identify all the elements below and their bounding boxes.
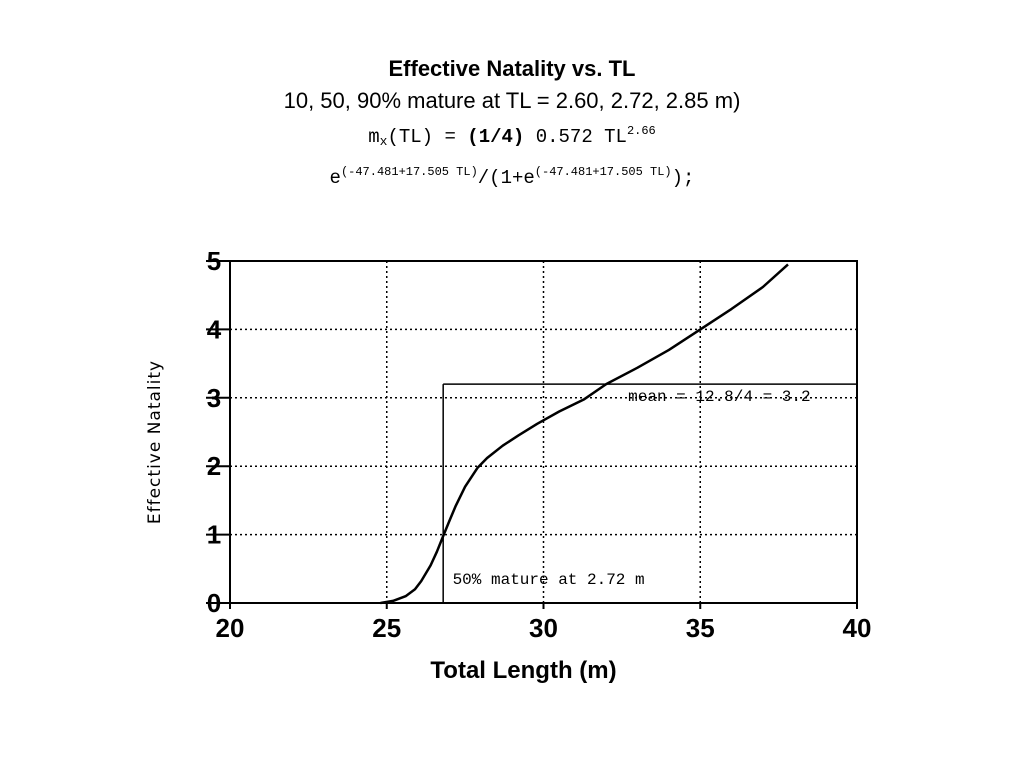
x-tick-label: 30 [529, 613, 558, 643]
y-tick-label: 0 [207, 588, 221, 618]
formula-bold-fraction: (1/4) [467, 126, 525, 148]
natality-curve [380, 263, 789, 605]
formula-coef: 0.572 TL [524, 126, 627, 148]
chart-annotation: mean = 12.8/4 = 3.2 [628, 388, 810, 406]
formula-exp2: (-47.481+17.505 TL) [534, 165, 672, 179]
formula-e1: e [329, 167, 341, 189]
formula-line-2: e(-47.481+17.505 TL)/(1+e(-47.481+17.505… [0, 157, 1024, 193]
x-tick-label: 25 [372, 613, 401, 643]
formula-mid: /(1+e [477, 167, 535, 189]
y-axis-label: Effective Natality [145, 360, 165, 524]
formula-line-1: mx(TL) = (1/4) 0.572 TL2.66 [0, 116, 1024, 157]
y-tick-label: 1 [207, 520, 221, 550]
chart-title-block: Effective Natality vs. TL 10, 50, 90% ma… [0, 52, 1024, 193]
x-axis-label: Total Length (m) [430, 657, 616, 684]
x-tick-label: 40 [843, 613, 872, 643]
y-tick-label: 2 [207, 451, 221, 481]
formula-exp1: (-47.481+17.505 TL) [340, 165, 478, 179]
y-tick-label: 3 [207, 383, 221, 413]
chart-annotation: 50% mature at 2.72 m [453, 571, 645, 589]
y-tick-label: 5 [207, 246, 221, 276]
formula-end: ); [671, 167, 695, 189]
x-tick-label: 35 [686, 613, 715, 643]
formula-tl: (TL) = [387, 126, 468, 148]
formula-exponent: 2.66 [626, 124, 656, 138]
formula-sub-x: x [379, 134, 388, 149]
x-tick-label: 20 [216, 613, 245, 643]
y-tick-label: 4 [207, 314, 222, 344]
chart-subtitle: 10, 50, 90% mature at TL = 2.60, 2.72, 2… [283, 88, 741, 113]
chart-title: Effective Natality vs. TL [388, 56, 636, 81]
formula-m: m [368, 126, 380, 148]
